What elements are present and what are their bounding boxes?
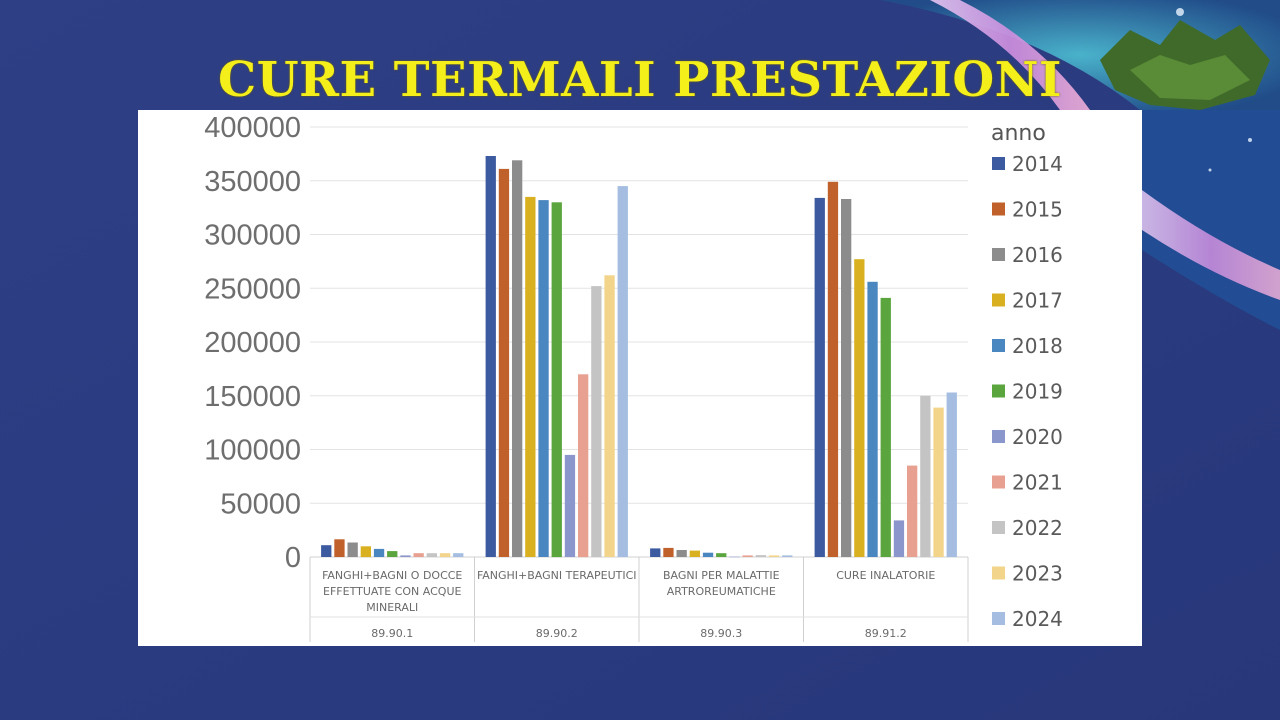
bar-2021-89.90.3 bbox=[742, 555, 753, 557]
x-category-label: CURE INALATORIE bbox=[836, 569, 935, 582]
legend-swatch-2018 bbox=[992, 339, 1005, 352]
bar-2015-89.91.2 bbox=[827, 181, 839, 558]
bar-2019-89.90.3 bbox=[716, 553, 727, 557]
y-tick-label: 0 bbox=[285, 542, 301, 574]
bar-2020-89.90.3 bbox=[729, 556, 740, 558]
legend-swatch-2014 bbox=[992, 157, 1005, 170]
slide-title: CURE TERMALI PRESTAZIONI bbox=[218, 52, 1062, 108]
bar-2015-89.90.2 bbox=[498, 168, 510, 557]
bar-2019-89.90.2 bbox=[551, 202, 562, 558]
bar-2024-89.90.3 bbox=[782, 555, 793, 557]
y-tick-label: 300000 bbox=[204, 220, 301, 252]
legend-label-2015: 2015 bbox=[1012, 198, 1063, 222]
legend-swatch-2022 bbox=[992, 521, 1005, 534]
x-category-code: 89.90.2 bbox=[536, 627, 578, 640]
bar-2016-89.90.1 bbox=[347, 542, 358, 557]
legend-swatch-2023 bbox=[992, 566, 1005, 580]
legend-swatch-2016 bbox=[992, 248, 1005, 261]
legend-label-2018: 2018 bbox=[1012, 334, 1063, 358]
bar-2021-89.91.2 bbox=[907, 465, 918, 557]
y-tick-label: 400000 bbox=[204, 112, 301, 144]
bar-2024-89.90.2 bbox=[617, 186, 628, 557]
y-tick-label: 50000 bbox=[220, 488, 301, 520]
bar-2024-89.91.2 bbox=[946, 392, 957, 557]
legend-label-2014: 2014 bbox=[1012, 152, 1063, 176]
legend-label-2017: 2017 bbox=[1012, 289, 1063, 313]
bar-2018-89.90.1 bbox=[373, 548, 385, 557]
bar-2014-89.90.2 bbox=[485, 156, 496, 557]
bar-chart: 0 50000 100000 150000 200000 250000 300000 3500… bbox=[204, 112, 1063, 642]
bar-2014-89.90.1 bbox=[321, 545, 332, 557]
legend-swatch-2019 bbox=[992, 384, 1005, 398]
legend-swatch-2021 bbox=[992, 475, 1005, 489]
y-tick-label: 100000 bbox=[204, 435, 301, 467]
bar-2022-89.91.2 bbox=[920, 395, 931, 558]
bar-2021-89.90.2 bbox=[578, 374, 589, 558]
bar-2016-89.91.2 bbox=[841, 199, 852, 557]
bar-2024-89.90.1 bbox=[453, 553, 464, 557]
legend-swatch-2017 bbox=[992, 293, 1005, 307]
x-category-label: BAGNI PER MALATTIE bbox=[663, 569, 780, 582]
bar-2015-89.90.3 bbox=[663, 547, 674, 557]
bar-2014-89.91.2 bbox=[814, 197, 825, 557]
y-tick-label: 150000 bbox=[204, 381, 301, 413]
legend-swatch-2024 bbox=[992, 612, 1005, 625]
x-category-code: 89.91.2 bbox=[865, 627, 907, 640]
x-category-label: MINERALI bbox=[366, 601, 418, 614]
legend-swatch-2020 bbox=[992, 430, 1005, 443]
legend-label-2022: 2022 bbox=[1012, 516, 1063, 540]
bar-2015-89.90.1 bbox=[334, 539, 345, 557]
x-category-label: EFFETTUATE CON ACQUE bbox=[323, 585, 461, 598]
x-category-label: ARTROREUMATICHE bbox=[667, 585, 776, 598]
x-category-label: FANGHI+BAGNI TERAPEUTICI bbox=[477, 569, 637, 582]
bar-2017-89.90.1 bbox=[360, 546, 371, 558]
chart-panel: 0 50000 100000 150000 200000 250000 300000 3500… bbox=[138, 110, 1142, 646]
legend-label-2016: 2016 bbox=[1012, 243, 1063, 267]
bar-2019-89.91.2 bbox=[880, 297, 891, 557]
y-tick-label: 200000 bbox=[204, 327, 301, 359]
x-category-label: FANGHI+BAGNI O DOCCE bbox=[322, 569, 462, 582]
legend-swatch-2015 bbox=[992, 202, 1005, 216]
legend-label-2024: 2024 bbox=[1012, 607, 1063, 631]
legend-label-2023: 2023 bbox=[1012, 562, 1063, 586]
bar-2023-89.90.3 bbox=[768, 555, 780, 557]
bar-2018-89.90.2 bbox=[538, 200, 549, 557]
bar-2018-89.90.3 bbox=[702, 552, 714, 557]
bar-2017-89.90.2 bbox=[525, 196, 536, 557]
bar-2022-89.90.3 bbox=[755, 555, 766, 557]
bar-2022-89.90.2 bbox=[591, 286, 602, 557]
bar-2020-89.91.2 bbox=[893, 520, 905, 557]
bar-2016-89.90.2 bbox=[512, 160, 523, 558]
bar-2016-89.90.3 bbox=[676, 550, 687, 557]
y-tick-label: 350000 bbox=[204, 166, 301, 198]
legend-label-2020: 2020 bbox=[1012, 425, 1063, 449]
legend-label-2021: 2021 bbox=[1012, 471, 1063, 495]
bar-2023-89.90.2 bbox=[604, 275, 615, 557]
bar-2020-89.90.1 bbox=[400, 555, 411, 557]
bar-2017-89.91.2 bbox=[854, 259, 865, 557]
bar-2018-89.91.2 bbox=[867, 281, 878, 557]
bar-2023-89.91.2 bbox=[933, 407, 944, 557]
legend-title: anno bbox=[991, 121, 1046, 146]
y-tick-label: 250000 bbox=[204, 273, 301, 305]
bar-2022-89.90.1 bbox=[426, 553, 437, 557]
x-category-code: 89.90.1 bbox=[371, 627, 413, 640]
bar-2017-89.90.3 bbox=[689, 550, 700, 557]
bar-2014-89.90.3 bbox=[650, 548, 661, 557]
bar-2019-89.90.1 bbox=[387, 551, 398, 557]
bar-2021-89.90.1 bbox=[413, 553, 424, 557]
x-category-code: 89.90.3 bbox=[700, 627, 742, 640]
bar-2023-89.90.1 bbox=[439, 553, 451, 557]
legend-label-2019: 2019 bbox=[1012, 380, 1063, 404]
bar-2020-89.90.2 bbox=[564, 454, 576, 557]
